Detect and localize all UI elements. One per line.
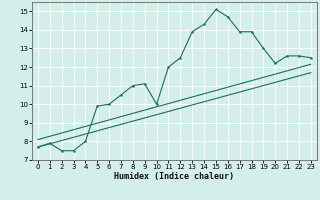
X-axis label: Humidex (Indice chaleur): Humidex (Indice chaleur) <box>115 172 234 181</box>
